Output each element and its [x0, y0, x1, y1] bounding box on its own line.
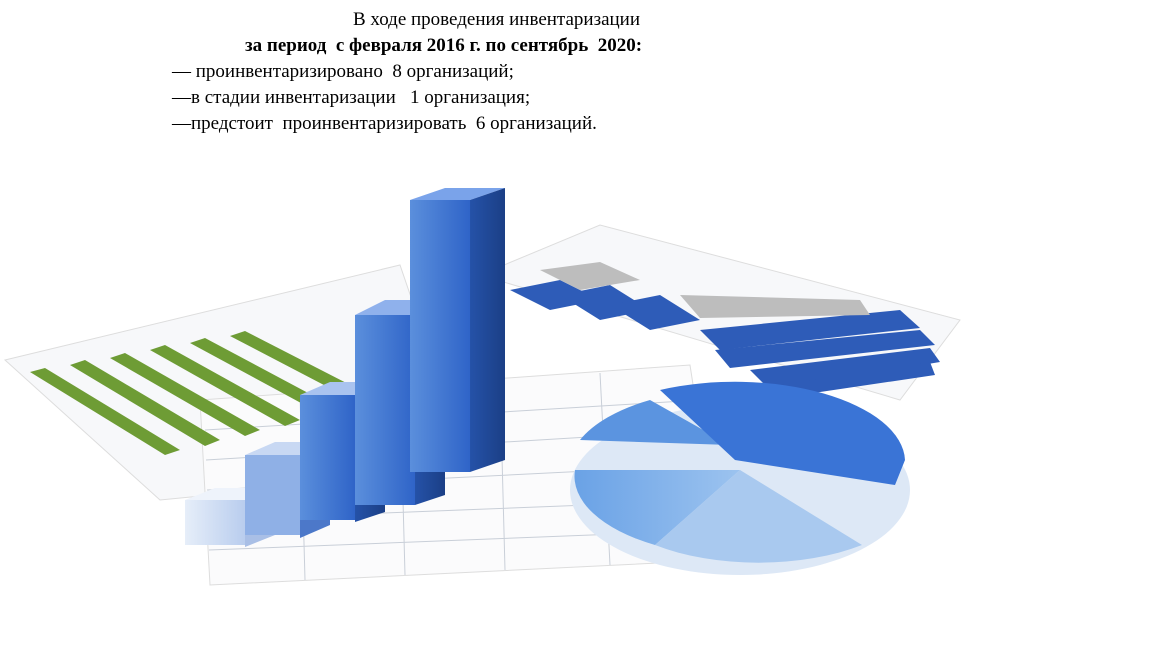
pie-slice	[574, 470, 740, 545]
list-item: —в стадии инвентаризации 1 организация;	[172, 87, 531, 108]
decor-blue-bars	[510, 280, 940, 395]
decor-3d-bars	[185, 188, 505, 547]
pie-slice	[580, 400, 730, 445]
list-item: —предстоит проинвентаризировать 6 органи…	[172, 113, 597, 134]
decor-gray-bars	[540, 262, 870, 318]
list-item: — проинвентаризировано 8 организаций;	[172, 61, 514, 82]
pie-slice	[660, 381, 905, 485]
decor-green-bars	[30, 331, 360, 455]
title: В ходе проведения инвентаризации	[353, 9, 641, 30]
period: за период с февраля 2016 г. по сентябрь …	[245, 35, 643, 56]
pie-slice	[655, 470, 862, 563]
